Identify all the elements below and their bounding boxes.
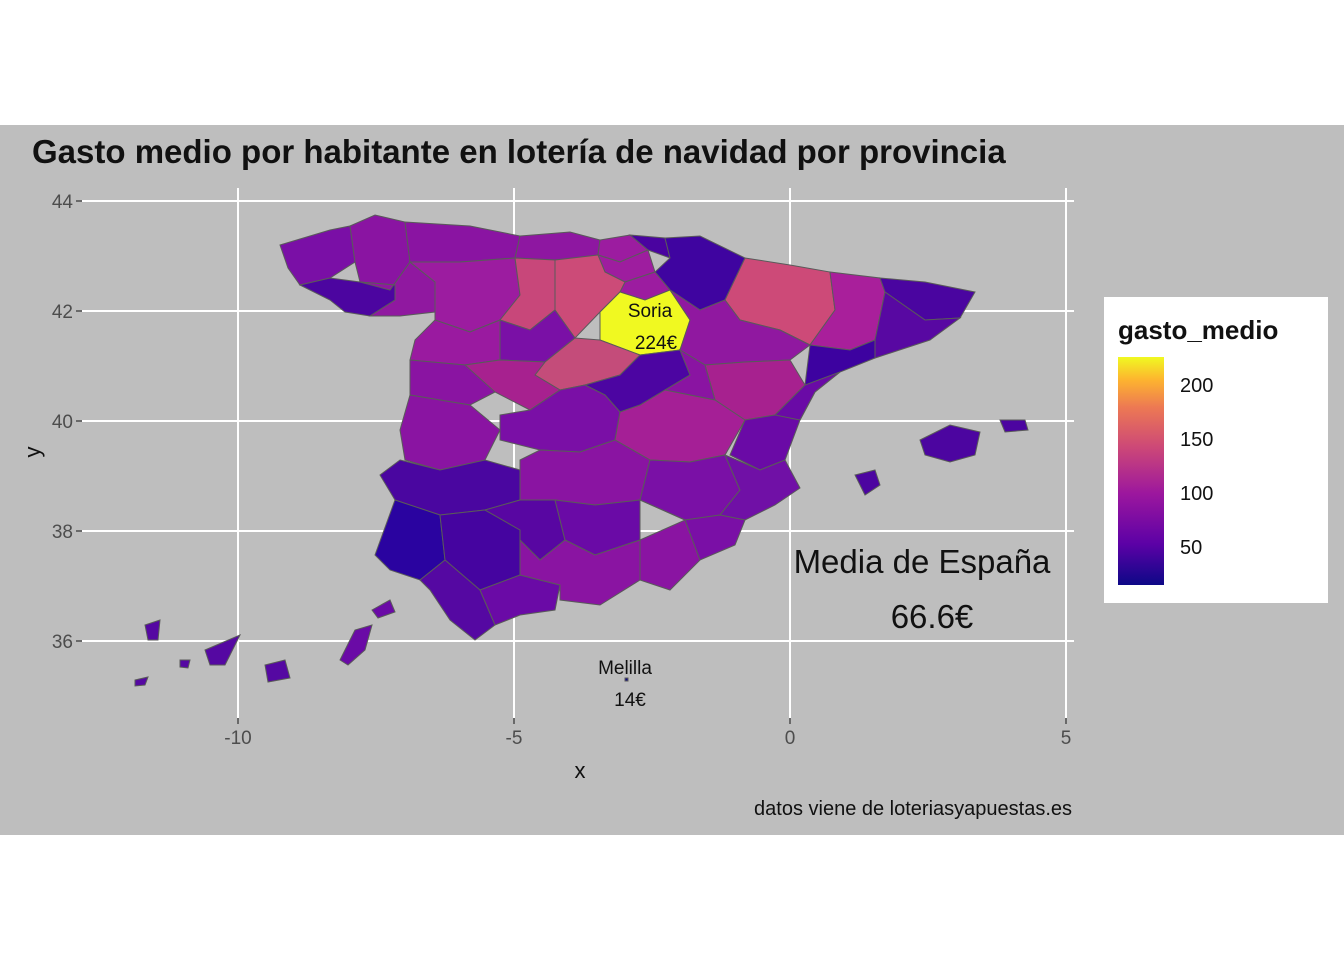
province-almeria bbox=[639, 519, 701, 591]
y-tick-label: 42 bbox=[52, 302, 73, 323]
x-axis-title: x bbox=[575, 758, 586, 783]
x-tick-label: -5 bbox=[506, 728, 523, 749]
legend-label: 150 bbox=[1180, 429, 1214, 451]
x-tick-label: 5 bbox=[1061, 728, 1072, 749]
y-tick-label: 36 bbox=[52, 632, 73, 653]
province-castellon bbox=[773, 371, 841, 421]
soria-label: Soria bbox=[628, 301, 673, 322]
color-legend: gasto_medio 200 150 100 50 bbox=[1104, 297, 1328, 603]
province-canarias-tenerife bbox=[134, 619, 291, 687]
province-alicante bbox=[719, 454, 801, 521]
x-tick-label: -10 bbox=[224, 728, 251, 749]
melilla-value: 14€ bbox=[614, 690, 646, 711]
legend-label: 200 bbox=[1180, 375, 1214, 397]
legend-label: 100 bbox=[1180, 483, 1214, 505]
y-axis: 44 42 40 38 36 y bbox=[20, 192, 82, 653]
province-caceres bbox=[399, 394, 501, 471]
x-tick-label: 0 bbox=[785, 728, 796, 749]
province-asturias bbox=[404, 221, 521, 263]
province-ourense bbox=[359, 261, 436, 317]
legend-colorbar bbox=[1118, 357, 1164, 585]
province-baleares-ibiza bbox=[854, 469, 881, 496]
melilla-label: Melilla bbox=[598, 658, 652, 679]
province-avila bbox=[463, 359, 561, 411]
legend-title: gasto_medio bbox=[1118, 315, 1279, 345]
x-axis: -10 -5 0 5 x bbox=[224, 718, 1071, 783]
y-axis-title: y bbox=[20, 447, 45, 458]
city-melilla bbox=[624, 677, 629, 682]
y-tick-label: 44 bbox=[52, 192, 74, 213]
spain-average-value: 66.6€ bbox=[891, 598, 974, 635]
province-canarias-laspalmas bbox=[339, 599, 396, 666]
province-baleares-mallorca bbox=[919, 424, 981, 463]
province-coruna bbox=[279, 225, 356, 286]
y-tick-label: 40 bbox=[52, 412, 73, 433]
chart-title: Gasto medio por habitante en lotería de … bbox=[32, 133, 1006, 170]
province-murcia bbox=[639, 499, 746, 561]
y-tick-label: 38 bbox=[52, 522, 73, 543]
soria-value: 224€ bbox=[635, 333, 678, 354]
province-zaragoza bbox=[669, 289, 811, 366]
legend-label: 50 bbox=[1180, 537, 1203, 559]
provinces bbox=[134, 214, 1029, 687]
spain-average-label: Media de España bbox=[794, 543, 1051, 580]
caption: datos viene de loteriasyapuestas.es bbox=[754, 798, 1072, 820]
province-zamora bbox=[409, 319, 501, 366]
province-baleares-menorca bbox=[999, 419, 1029, 433]
